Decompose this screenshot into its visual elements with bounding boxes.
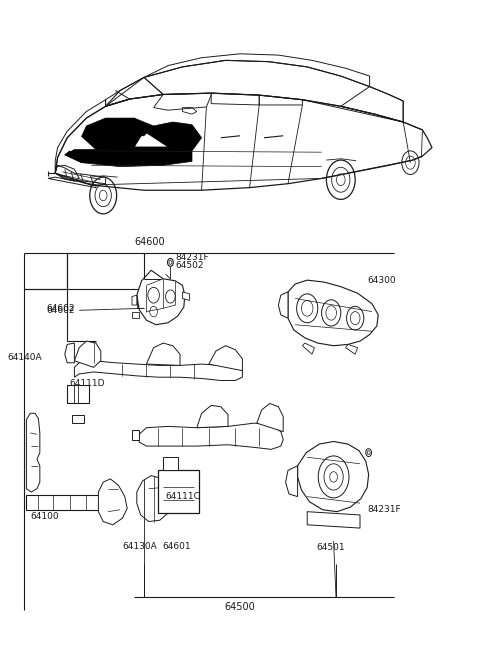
Polygon shape: [65, 151, 86, 163]
Polygon shape: [98, 479, 127, 525]
Polygon shape: [72, 415, 84, 423]
Text: 64602: 64602: [46, 306, 74, 315]
Text: 84231F: 84231F: [367, 505, 401, 514]
Polygon shape: [74, 361, 242, 380]
Polygon shape: [182, 292, 190, 300]
Polygon shape: [163, 457, 178, 470]
Text: 64601: 64601: [162, 542, 191, 551]
Polygon shape: [307, 512, 360, 528]
Polygon shape: [132, 295, 137, 305]
Polygon shape: [302, 343, 314, 354]
Polygon shape: [298, 441, 369, 512]
Text: 64600: 64600: [134, 237, 165, 247]
Polygon shape: [26, 495, 113, 510]
Text: 64300: 64300: [367, 276, 396, 285]
Polygon shape: [139, 423, 283, 449]
Text: 64111C: 64111C: [166, 492, 201, 501]
Polygon shape: [346, 344, 358, 354]
Polygon shape: [132, 312, 139, 318]
Text: 64602: 64602: [46, 304, 74, 313]
Polygon shape: [158, 470, 199, 513]
Text: 64111D: 64111D: [70, 379, 105, 388]
Polygon shape: [146, 343, 180, 365]
Polygon shape: [110, 495, 120, 510]
Polygon shape: [257, 403, 283, 432]
Polygon shape: [286, 466, 298, 497]
Text: 64500: 64500: [225, 602, 255, 612]
Polygon shape: [144, 122, 202, 151]
Polygon shape: [209, 346, 242, 371]
Polygon shape: [82, 118, 144, 150]
Text: 84231F: 84231F: [175, 253, 209, 262]
Polygon shape: [278, 292, 288, 318]
Polygon shape: [96, 118, 154, 138]
Polygon shape: [26, 413, 40, 492]
Text: 64502: 64502: [175, 261, 204, 270]
Polygon shape: [197, 405, 228, 428]
Polygon shape: [132, 430, 139, 440]
Polygon shape: [288, 280, 378, 346]
Text: 64100: 64100: [30, 512, 59, 521]
Text: 64501: 64501: [317, 543, 346, 552]
Polygon shape: [74, 341, 101, 367]
Text: 64140A: 64140A: [7, 353, 42, 362]
Polygon shape: [65, 147, 192, 167]
Polygon shape: [65, 343, 74, 363]
Text: 64130A: 64130A: [122, 542, 157, 551]
Polygon shape: [137, 270, 185, 325]
Polygon shape: [137, 476, 173, 522]
Polygon shape: [67, 385, 89, 403]
